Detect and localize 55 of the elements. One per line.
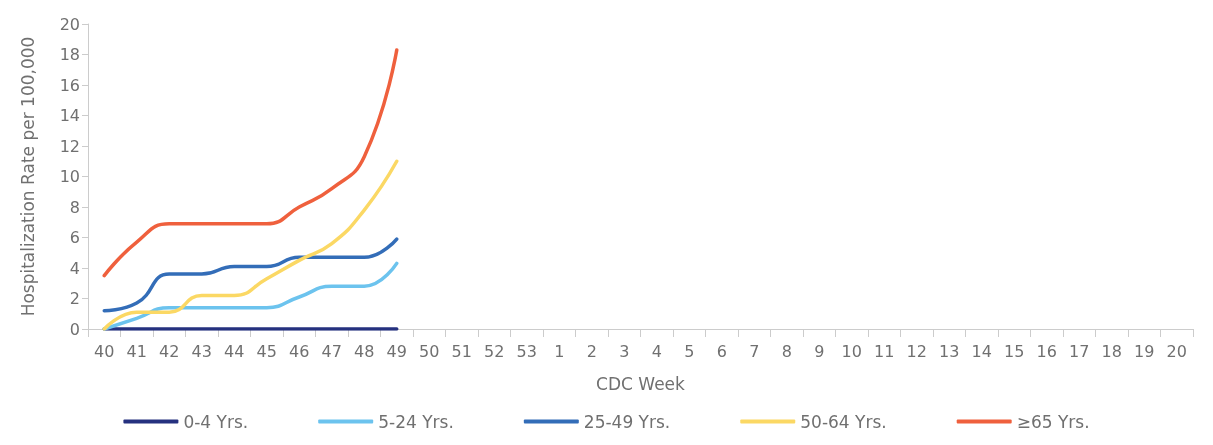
x-tick-label: 15 — [1004, 341, 1025, 361]
x-tick-label: 16 — [1036, 341, 1057, 361]
x-tick-label: 44 — [224, 341, 245, 361]
x-tick-label: 45 — [256, 341, 277, 361]
y-tick-label: 10 — [59, 167, 80, 186]
x-tick-label: 10 — [841, 341, 862, 361]
line-series — [102, 48, 399, 278]
y-tick-label: 6 — [69, 228, 80, 247]
x-tick-label: 20 — [1166, 341, 1187, 361]
x-tick-label: 2 — [586, 341, 597, 361]
x-tick-label: 41 — [126, 341, 147, 361]
x-tick-label: 18 — [1101, 341, 1122, 361]
y-axis-title: Hospitalization Rate per 100,000 — [17, 36, 38, 317]
x-tick-label: 3 — [619, 341, 630, 361]
y-tick-label: 20 — [59, 14, 80, 34]
x-tick-label: 7 — [749, 341, 760, 361]
x-tick-label: 1 — [554, 341, 565, 361]
x-tick-label: 48 — [354, 341, 375, 361]
y-tick-label: 0 — [69, 319, 80, 339]
x-tick-label: 5 — [684, 341, 695, 361]
x-tick-label: 14 — [971, 341, 992, 361]
x-tick-label: 46 — [289, 341, 310, 361]
x-tick-label: 52 — [484, 341, 505, 361]
y-tick-label: 16 — [59, 75, 80, 95]
x-tick-label: 12 — [906, 341, 927, 361]
x-tick-label: 6 — [716, 341, 727, 361]
y-tick-label: 18 — [59, 45, 80, 64]
x-tick-label: 9 — [814, 341, 825, 361]
legend-label: 5-24 Yrs. — [378, 411, 454, 432]
line-series — [102, 237, 399, 313]
x-tick-label: 53 — [516, 341, 537, 361]
x-tick-label: 8 — [781, 341, 792, 361]
legend-label: 50-64 Yrs. — [800, 411, 887, 432]
y-tick-label: 8 — [69, 197, 80, 217]
line-series — [102, 159, 399, 331]
legend-label: 0-4 Yrs. — [183, 411, 249, 432]
x-axis-title: CDC Week — [596, 373, 686, 394]
legend-label: ≥65 Yrs. — [1016, 411, 1090, 432]
x-tick-label: 13 — [939, 341, 960, 361]
legend-label: 25-49 Yrs. — [583, 411, 671, 432]
y-tick-label: 14 — [59, 106, 80, 125]
x-tick-label: 47 — [321, 341, 342, 361]
x-tick-label: 11 — [874, 341, 895, 361]
x-tick-label: 42 — [159, 341, 180, 361]
x-tick-label: 40 — [94, 341, 115, 361]
x-tick-label: 49 — [386, 341, 407, 361]
x-tick-label: 51 — [451, 341, 472, 361]
x-tick-label: 4 — [651, 341, 662, 361]
x-tick-label: 50 — [419, 341, 440, 361]
y-tick-label: 4 — [69, 258, 80, 278]
y-tick-label: 2 — [69, 289, 80, 308]
x-tick-label: 17 — [1069, 341, 1090, 361]
x-tick-label: 19 — [1134, 341, 1155, 361]
y-tick-label: 12 — [59, 136, 80, 156]
x-tick-label: 43 — [191, 341, 212, 361]
